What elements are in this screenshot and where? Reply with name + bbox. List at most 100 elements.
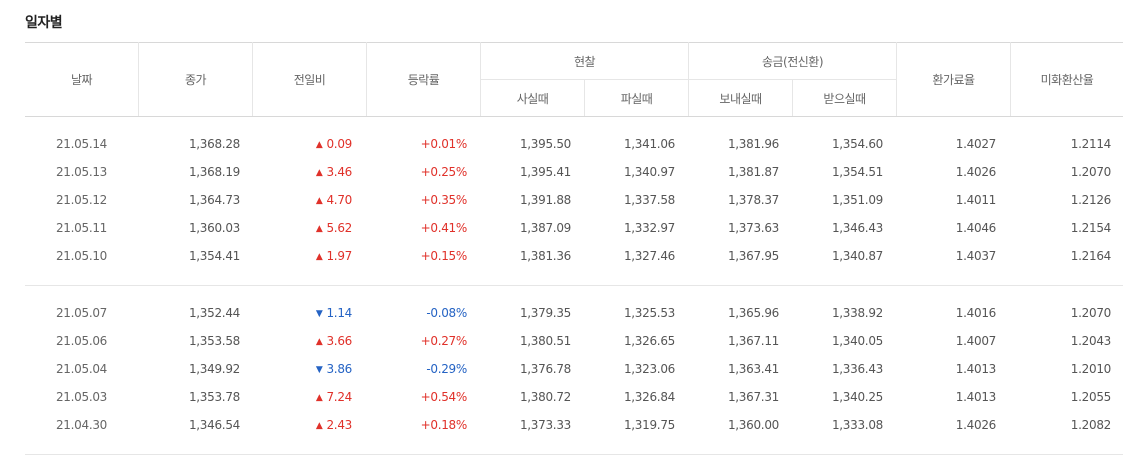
cell-usd-rate: 1.2126 bbox=[1070, 193, 1112, 207]
cell-date: 21.05.04 bbox=[55, 362, 108, 376]
triangle-up-icon: ▲ bbox=[315, 337, 323, 347]
cell-cash-sell: 1,340.97 bbox=[623, 165, 675, 179]
header-divider bbox=[366, 42, 367, 116]
change-value: 2.43 bbox=[326, 418, 352, 432]
cell-close: 1,368.19 bbox=[188, 165, 240, 179]
cell-remit-send: 1,365.96 bbox=[727, 306, 779, 320]
triangle-up-icon: ▲ bbox=[315, 393, 323, 403]
cell-cash-sell: 1,337.58 bbox=[623, 193, 675, 207]
change-value: 4.70 bbox=[326, 193, 352, 207]
cell-rate: +0.01% bbox=[420, 137, 468, 151]
cell-cash-buy: 1,380.51 bbox=[519, 334, 571, 348]
table-bottom-border bbox=[25, 454, 1123, 455]
cell-rate: +0.15% bbox=[420, 249, 468, 263]
table-row: 21.05.12 1,364.73 ▲ 4.70 +0.35% 1,391.88 1,337… bbox=[25, 186, 1123, 214]
header-conv-rate: 환가료율 bbox=[932, 73, 975, 87]
header-divider bbox=[792, 79, 793, 116]
cell-usd-rate: 1.2055 bbox=[1070, 390, 1112, 404]
header-divider bbox=[896, 42, 897, 116]
header-bottom-border bbox=[25, 116, 1123, 117]
header-divider bbox=[584, 79, 585, 116]
triangle-up-icon: ▲ bbox=[315, 140, 323, 150]
cell-remit-receive: 1,351.09 bbox=[831, 193, 883, 207]
header-divider bbox=[1010, 42, 1011, 116]
cell-remit-send: 1,360.00 bbox=[727, 418, 779, 432]
change-value: 1.97 bbox=[326, 249, 352, 263]
cell-cash-buy: 1,395.41 bbox=[519, 165, 571, 179]
cell-change: ▼ 1.14 bbox=[316, 299, 352, 327]
header-date: 날짜 bbox=[70, 73, 93, 87]
cell-usd-rate: 1.2164 bbox=[1070, 249, 1112, 263]
cell-remit-send: 1,367.31 bbox=[727, 390, 779, 404]
cell-remit-send: 1,373.63 bbox=[727, 221, 779, 235]
change-value: 1.14 bbox=[326, 306, 352, 320]
cell-date: 21.04.30 bbox=[55, 418, 108, 432]
cell-date: 21.05.06 bbox=[55, 334, 108, 348]
cell-close: 1,353.58 bbox=[188, 334, 240, 348]
cell-close: 1,346.54 bbox=[188, 418, 240, 432]
cell-remit-send: 1,363.41 bbox=[727, 362, 779, 376]
cell-cash-sell: 1,326.84 bbox=[623, 390, 675, 404]
change-value: 3.46 bbox=[326, 165, 352, 179]
cell-rate: +0.54% bbox=[420, 390, 468, 404]
cell-cash-buy: 1,380.72 bbox=[519, 390, 571, 404]
cell-conv-rate: 1.4011 bbox=[955, 193, 997, 207]
triangle-down-icon: ▼ bbox=[315, 309, 323, 319]
section-title: 일자별 bbox=[25, 15, 63, 31]
cell-cash-sell: 1,325.53 bbox=[623, 306, 675, 320]
cell-conv-rate: 1.4013 bbox=[955, 362, 997, 376]
cell-cash-sell: 1,327.46 bbox=[623, 249, 675, 263]
triangle-up-icon: ▲ bbox=[315, 252, 323, 262]
header-remit-receive: 받으실때 bbox=[823, 92, 866, 106]
header-close: 종가 bbox=[184, 73, 207, 87]
cell-conv-rate: 1.4013 bbox=[955, 390, 997, 404]
change-value: 3.86 bbox=[326, 362, 352, 376]
cell-conv-rate: 1.4007 bbox=[955, 334, 997, 348]
header-cash-sell: 파실때 bbox=[620, 92, 653, 106]
cell-remit-send: 1,367.11 bbox=[727, 334, 779, 348]
cell-remit-receive: 1,354.51 bbox=[831, 165, 883, 179]
cell-remit-receive: 1,340.05 bbox=[831, 334, 883, 348]
table-row: 21.05.14 1,368.28 ▲ 0.09 +0.01% 1,395.50 1,341… bbox=[25, 130, 1123, 158]
cell-rate: +0.25% bbox=[420, 165, 468, 179]
cell-cash-buy: 1,376.78 bbox=[519, 362, 571, 376]
cell-close: 1,354.41 bbox=[188, 249, 240, 263]
table-row: 21.05.10 1,354.41 ▲ 1.97 +0.15% 1,381.36 1,327… bbox=[25, 242, 1123, 270]
header-cash-buy: 사실때 bbox=[516, 92, 549, 106]
header-remit: 송금(전신환) bbox=[761, 55, 824, 69]
cell-cash-buy: 1,379.35 bbox=[519, 306, 571, 320]
cell-cash-buy: 1,387.09 bbox=[519, 221, 571, 235]
cell-cash-sell: 1,323.06 bbox=[623, 362, 675, 376]
cell-remit-receive: 1,333.08 bbox=[831, 418, 883, 432]
cell-cash-sell: 1,341.06 bbox=[623, 137, 675, 151]
cell-usd-rate: 1.2114 bbox=[1070, 137, 1112, 151]
cell-remit-receive: 1,346.43 bbox=[831, 221, 883, 235]
header-divider bbox=[138, 42, 139, 116]
cell-remit-receive: 1,338.92 bbox=[831, 306, 883, 320]
header-divider bbox=[252, 42, 253, 116]
cell-change: ▲ 7.24 bbox=[316, 383, 352, 411]
cell-rate: +0.18% bbox=[420, 418, 468, 432]
change-value: 0.09 bbox=[326, 137, 352, 151]
cell-close: 1,368.28 bbox=[188, 137, 240, 151]
cell-remit-receive: 1,354.60 bbox=[831, 137, 883, 151]
cell-date: 21.05.07 bbox=[55, 306, 108, 320]
cell-conv-rate: 1.4027 bbox=[955, 137, 997, 151]
table-row: 21.05.13 1,368.19 ▲ 3.46 +0.25% 1,395.41 1,340… bbox=[25, 158, 1123, 186]
cell-usd-rate: 1.2070 bbox=[1070, 165, 1112, 179]
cell-date: 21.05.10 bbox=[55, 249, 108, 263]
cell-change: ▲ 1.97 bbox=[316, 242, 352, 270]
header-usd-rate: 미화환산율 bbox=[1040, 73, 1094, 87]
cell-date: 21.05.14 bbox=[55, 137, 108, 151]
header-divider bbox=[480, 42, 481, 116]
table-row: 21.05.04 1,349.92 ▼ 3.86 -0.29% 1,376.78 1,323… bbox=[25, 355, 1123, 383]
cell-close: 1,364.73 bbox=[188, 193, 240, 207]
cell-change: ▲ 3.66 bbox=[316, 327, 352, 355]
cell-conv-rate: 1.4026 bbox=[955, 418, 997, 432]
group-divider bbox=[25, 285, 1123, 286]
cell-cash-buy: 1,395.50 bbox=[519, 137, 571, 151]
cell-usd-rate: 1.2082 bbox=[1070, 418, 1112, 432]
cell-date: 21.05.12 bbox=[55, 193, 108, 207]
header-remit-send: 보내실때 bbox=[719, 92, 762, 106]
cell-change: ▲ 2.43 bbox=[316, 411, 352, 439]
